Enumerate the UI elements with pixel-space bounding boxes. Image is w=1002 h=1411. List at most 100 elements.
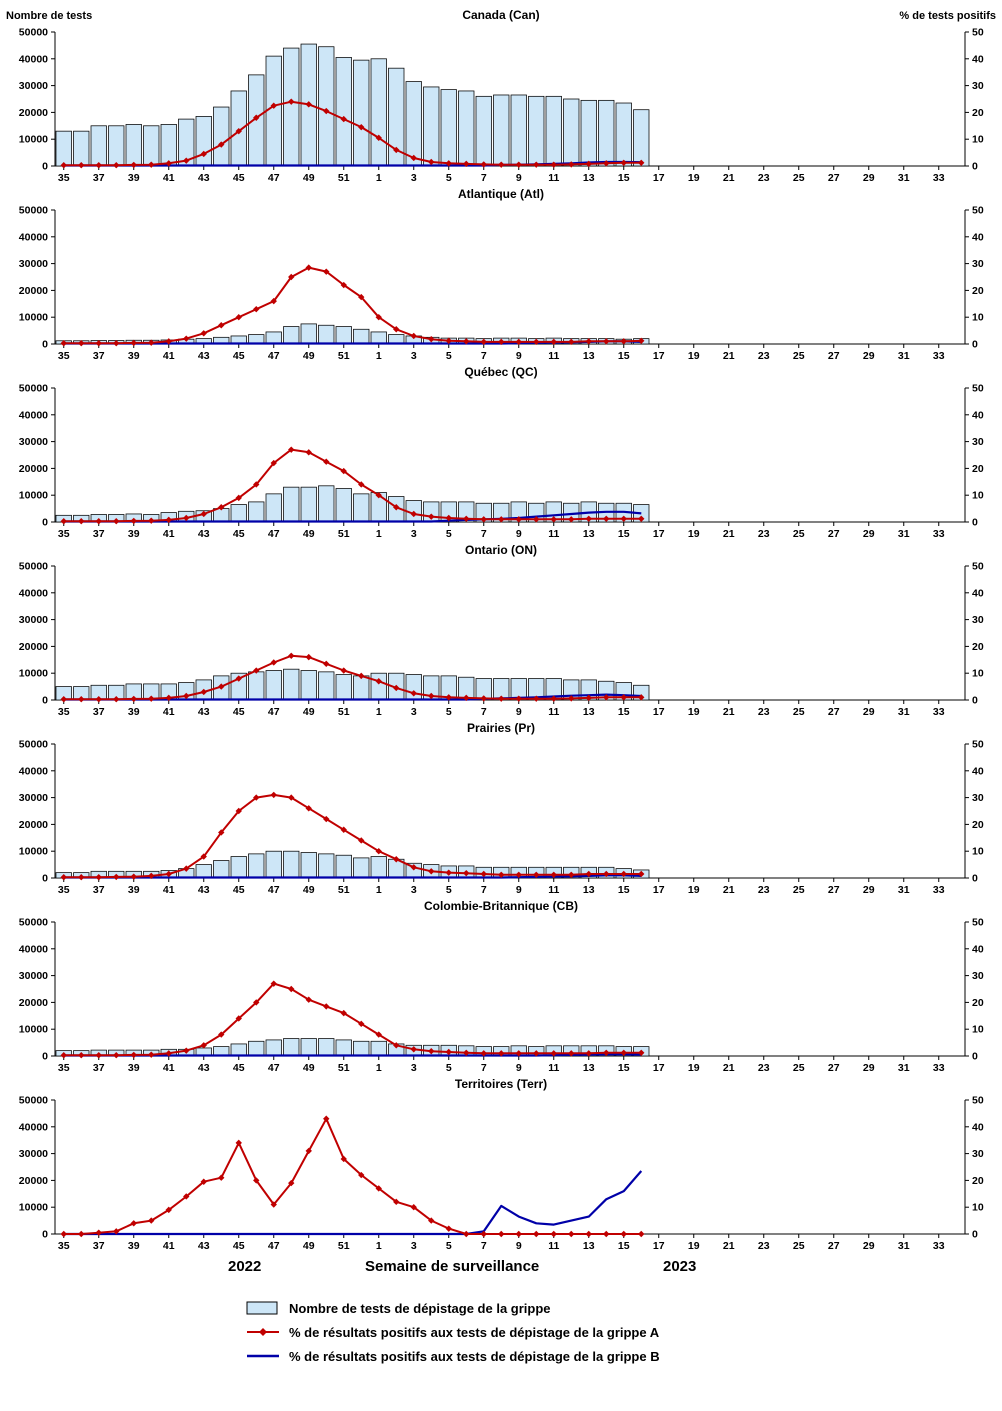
- svg-text:33: 33: [933, 884, 945, 896]
- svg-text:29: 29: [863, 1240, 875, 1252]
- svg-text:27: 27: [828, 706, 840, 718]
- svg-text:29: 29: [863, 350, 875, 362]
- svg-text:10000: 10000: [19, 490, 48, 502]
- svg-text:47: 47: [268, 1062, 280, 1074]
- svg-text:5: 5: [446, 1240, 452, 1252]
- svg-text:7: 7: [481, 1240, 487, 1252]
- svg-text:29: 29: [863, 884, 875, 896]
- svg-text:21: 21: [723, 350, 735, 362]
- svg-text:37: 37: [93, 1062, 105, 1074]
- svg-text:30000: 30000: [19, 970, 48, 982]
- svg-text:0: 0: [42, 1051, 48, 1063]
- svg-text:31: 31: [898, 884, 910, 896]
- chart-panel-6: Colombie-Britannique (CB) 0 10000 20000 3000…: [0, 896, 1002, 1074]
- chart-panel-5: Prairies (Pr) 0 10000 20000 30000 40000 50000 0…: [0, 718, 1002, 896]
- svg-text:50000: 50000: [19, 917, 48, 929]
- svg-text:33: 33: [933, 350, 945, 362]
- svg-text:31: 31: [898, 528, 910, 540]
- panel-title: Atlantique (Atl): [458, 187, 544, 201]
- svg-text:20000: 20000: [19, 1175, 48, 1187]
- svg-text:30: 30: [972, 792, 984, 804]
- legend: Nombre de tests de dépistage de la gripp…: [245, 1296, 1002, 1368]
- svg-text:39: 39: [128, 884, 140, 896]
- svg-text:0: 0: [972, 339, 978, 351]
- svg-text:50000: 50000: [19, 27, 48, 39]
- svg-text:1: 1: [376, 884, 382, 896]
- svg-text:10000: 10000: [19, 1202, 48, 1214]
- svg-text:11: 11: [548, 1240, 559, 1252]
- svg-text:47: 47: [268, 172, 280, 184]
- svg-text:45: 45: [233, 706, 245, 718]
- svg-text:45: 45: [233, 172, 245, 184]
- svg-text:30: 30: [972, 970, 984, 982]
- svg-text:5: 5: [446, 884, 452, 896]
- svg-text:20000: 20000: [19, 819, 48, 831]
- flu-b-line: [63, 874, 642, 879]
- svg-text:40: 40: [972, 231, 984, 243]
- svg-text:11: 11: [548, 528, 559, 540]
- flu-b-line: [63, 510, 642, 523]
- svg-text:15: 15: [618, 706, 630, 718]
- legend-label-flu-a: % de résultats positifs aux tests de dép…: [289, 1324, 660, 1340]
- svg-text:17: 17: [653, 172, 665, 184]
- svg-text:27: 27: [828, 884, 840, 896]
- svg-text:23: 23: [758, 706, 770, 718]
- flu-a-line: [60, 98, 645, 169]
- svg-text:25: 25: [793, 172, 805, 184]
- svg-text:43: 43: [198, 706, 210, 718]
- svg-text:19: 19: [688, 528, 700, 540]
- svg-text:13: 13: [583, 350, 595, 362]
- svg-text:3: 3: [411, 1062, 417, 1074]
- svg-text:17: 17: [653, 528, 665, 540]
- svg-text:1: 1: [376, 350, 382, 362]
- svg-text:0: 0: [972, 695, 978, 707]
- svg-text:35: 35: [58, 1062, 70, 1074]
- svg-text:23: 23: [758, 1062, 770, 1074]
- svg-text:50000: 50000: [19, 739, 48, 751]
- svg-text:15: 15: [618, 350, 630, 362]
- svg-text:43: 43: [198, 1062, 210, 1074]
- svg-text:49: 49: [303, 1240, 315, 1252]
- svg-text:15: 15: [618, 528, 630, 540]
- svg-text:41: 41: [163, 350, 175, 362]
- svg-text:21: 21: [723, 706, 735, 718]
- svg-text:40000: 40000: [19, 765, 48, 777]
- svg-text:0: 0: [42, 161, 48, 173]
- svg-text:30000: 30000: [19, 258, 48, 270]
- svg-text:5: 5: [446, 350, 452, 362]
- svg-text:40: 40: [972, 53, 984, 65]
- svg-text:0: 0: [972, 873, 978, 885]
- flu-a-line: [60, 264, 645, 347]
- svg-text:30: 30: [972, 1148, 984, 1160]
- svg-text:33: 33: [933, 1240, 945, 1252]
- svg-text:13: 13: [583, 1240, 595, 1252]
- svg-text:39: 39: [128, 528, 140, 540]
- svg-text:11: 11: [548, 172, 559, 184]
- legend-label-flu-b: % de résultats positifs aux tests de dép…: [289, 1348, 660, 1364]
- svg-text:17: 17: [653, 1240, 665, 1252]
- svg-text:51: 51: [338, 706, 350, 718]
- svg-text:41: 41: [163, 528, 175, 540]
- svg-text:33: 33: [933, 172, 945, 184]
- svg-text:10: 10: [972, 312, 984, 324]
- axes: [51, 387, 969, 526]
- svg-text:47: 47: [268, 528, 280, 540]
- svg-text:43: 43: [198, 172, 210, 184]
- svg-text:7: 7: [481, 528, 487, 540]
- svg-text:47: 47: [268, 1240, 280, 1252]
- svg-text:40: 40: [972, 1121, 984, 1133]
- svg-text:25: 25: [793, 1062, 805, 1074]
- legend-flu-b-swatch: [247, 1354, 279, 1358]
- svg-text:45: 45: [233, 350, 245, 362]
- svg-text:27: 27: [828, 172, 840, 184]
- legend-label-tests: Nombre de tests de dépistage de la gripp…: [289, 1300, 551, 1316]
- svg-text:0: 0: [42, 339, 48, 351]
- svg-text:10000: 10000: [19, 846, 48, 858]
- svg-text:0: 0: [972, 161, 978, 173]
- svg-text:10000: 10000: [19, 134, 48, 146]
- svg-text:20000: 20000: [19, 107, 48, 119]
